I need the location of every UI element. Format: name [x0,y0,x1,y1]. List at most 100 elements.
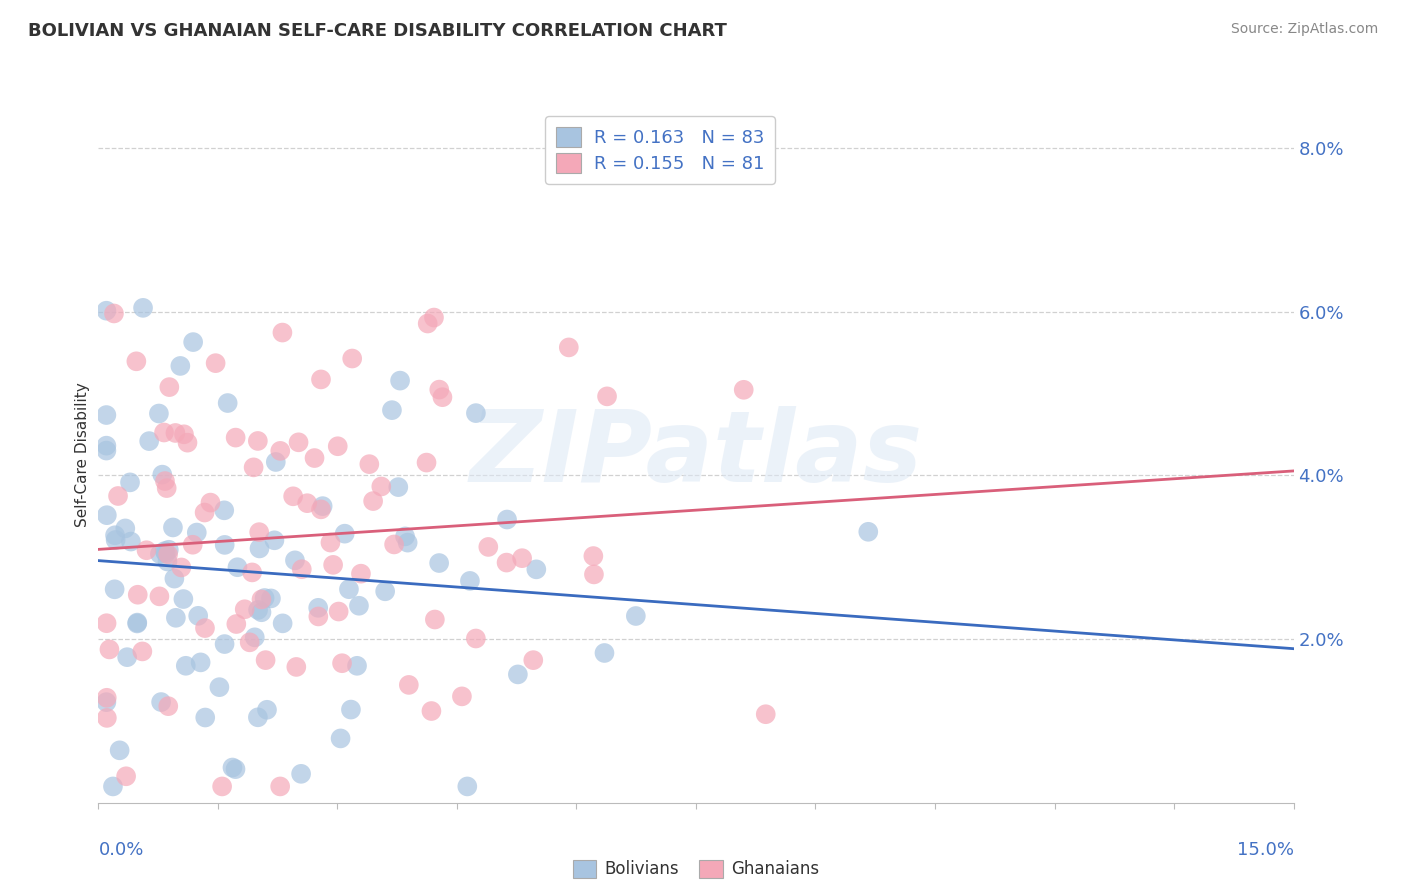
Point [96,439,118,453]
Point [250,605,273,619]
Point [165,425,187,440]
Point [374,584,396,599]
Point [107,489,129,503]
Point [127,588,149,602]
Point [162,520,184,534]
Point [131,644,153,658]
Point [382,537,405,551]
Point [398,678,420,692]
Point [176,435,198,450]
Point [582,549,605,563]
Point [269,780,291,794]
Y-axis label: Self-Care Disability: Self-Care Disability [75,383,90,527]
Point [309,372,332,386]
Point [170,560,193,574]
Point [225,431,247,445]
Point [247,525,270,540]
Point [858,524,880,539]
Point [458,574,481,588]
Point [96,616,118,631]
Point [333,526,356,541]
Point [281,489,304,503]
Point [307,600,329,615]
Point [246,710,269,724]
Point [396,535,419,549]
Point [156,554,179,568]
Point [174,658,197,673]
Point [733,383,755,397]
Point [101,780,124,794]
Point [181,335,204,350]
Point [125,354,148,368]
Point [127,616,149,631]
Point [148,407,170,421]
Point [157,380,180,394]
Point [115,650,138,665]
Point [98,642,121,657]
Point [337,582,360,597]
Point [150,695,173,709]
Point [582,567,605,582]
Point [464,632,486,646]
Point [120,534,142,549]
Point [246,434,269,448]
Point [284,553,307,567]
Point [432,390,454,404]
Point [169,359,191,373]
Point [204,356,226,370]
Point [309,502,332,516]
Point [326,439,349,453]
Point [624,609,647,624]
Point [104,582,127,597]
Point [212,503,235,517]
Text: 0.0%: 0.0% [98,841,143,859]
Point [328,605,350,619]
Point [287,435,309,450]
Point [194,506,217,520]
Point [311,499,333,513]
Point [249,541,271,556]
Point [108,743,131,757]
Point [240,566,263,580]
Point [103,306,125,320]
Point [163,572,186,586]
Point [96,408,118,422]
Point [340,702,363,716]
Point [96,508,118,523]
Point [127,615,149,630]
Point [153,425,176,440]
Point [510,551,533,566]
Point [190,656,212,670]
Point [155,546,177,560]
Point [186,525,208,540]
Point [427,383,450,397]
Point [221,760,243,774]
Point [150,467,173,482]
Point [153,474,176,488]
Text: 15.0%: 15.0% [1236,841,1294,859]
Point [423,310,446,325]
Point [558,340,581,354]
Point [148,590,170,604]
Point [755,707,778,722]
Point [420,704,443,718]
Point [256,703,278,717]
Point [225,617,247,632]
Point [495,556,517,570]
Point [350,566,373,581]
Point [173,427,195,442]
Point [200,495,222,509]
Point [295,496,318,510]
Point [381,403,404,417]
Point [263,533,285,548]
Point [415,456,437,470]
Point [359,457,381,471]
Point [361,494,384,508]
Point [522,653,544,667]
Point [329,731,352,746]
Point [247,603,270,617]
Point [153,544,176,558]
Point [208,680,231,694]
Point [291,562,314,576]
Point [194,621,217,635]
